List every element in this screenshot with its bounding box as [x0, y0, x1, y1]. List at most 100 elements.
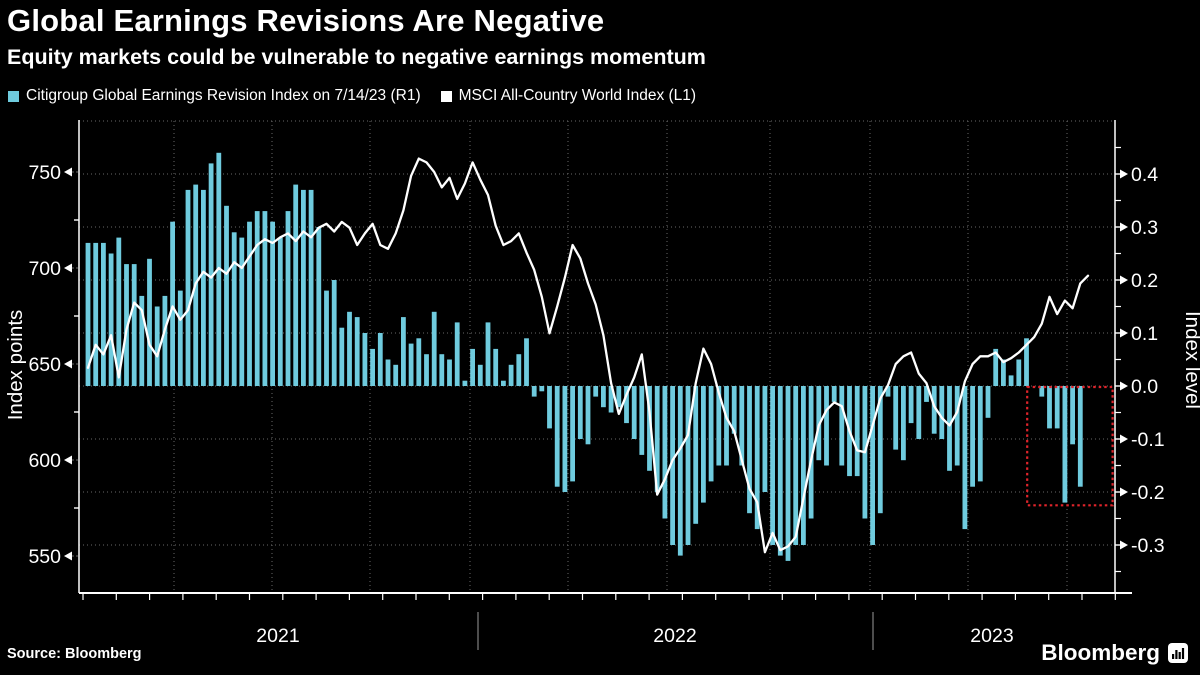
revision-bar	[354, 317, 360, 386]
revision-bar	[654, 386, 660, 492]
right-axis-tick-label: -0.1	[1131, 429, 1165, 451]
revision-bar	[431, 311, 437, 386]
revision-bar	[662, 386, 668, 519]
legend: Citigroup Global Earnings Revision Index…	[8, 87, 696, 105]
revision-bar	[585, 386, 591, 445]
revision-bar	[1016, 359, 1022, 386]
year-label: 2023	[970, 625, 1013, 647]
revision-bar	[224, 205, 229, 386]
right-axis-tick-label: 0.0	[1131, 376, 1158, 398]
bloomberg-chart-logo-icon	[1168, 643, 1188, 663]
revision-bar	[385, 359, 391, 386]
revision-bar	[393, 364, 399, 386]
revision-bar	[208, 163, 214, 386]
revision-bar	[831, 386, 837, 402]
revision-bar	[970, 386, 975, 487]
revision-bar	[631, 386, 637, 439]
legend-swatch-citigroup-icon	[8, 90, 19, 102]
revision-bar	[647, 386, 652, 471]
revision-bar	[85, 242, 91, 386]
revision-bar	[108, 253, 114, 386]
right-axis-tick-label: -0.3	[1131, 535, 1165, 557]
revision-bar	[924, 386, 929, 402]
revision-bar	[947, 386, 952, 471]
revision-bar	[239, 237, 245, 386]
revision-bar	[562, 386, 568, 492]
revision-bar	[524, 338, 529, 386]
revision-bar	[247, 221, 252, 386]
revision-bar	[154, 306, 160, 386]
revision-bar	[339, 327, 345, 386]
revision-bar	[201, 189, 206, 386]
revision-bar	[770, 386, 775, 545]
left-axis-tick-label: 550	[28, 546, 61, 568]
left-tick-arrow-icon	[64, 263, 72, 273]
revision-bar	[1062, 386, 1068, 503]
legend-item-citigroup: Citigroup Global Earnings Revision Index…	[8, 87, 421, 105]
revision-bar	[454, 322, 460, 386]
revision-bar	[508, 364, 514, 386]
revision-bar	[870, 386, 875, 545]
revision-bar	[554, 386, 560, 487]
legend-swatch-msci-icon	[440, 90, 452, 102]
revision-bar	[939, 386, 945, 439]
revision-bar	[677, 386, 683, 556]
revision-bar	[985, 386, 991, 418]
chart-title: Global Earnings Revisions Are Negative	[7, 3, 605, 38]
right-axis-tick-label: -0.2	[1131, 482, 1165, 504]
revision-bar	[270, 221, 275, 386]
revision-bar	[1070, 386, 1075, 445]
revision-bar	[470, 348, 475, 386]
revision-bar	[401, 317, 406, 386]
revision-bar	[308, 189, 314, 386]
revision-bar	[801, 386, 806, 545]
revision-bar	[639, 386, 645, 455]
revision-bar	[370, 348, 375, 386]
right-axis-tick-label: 0.2	[1131, 270, 1158, 292]
revision-bar	[885, 386, 891, 397]
legend-item-msci: MSCI All-Country World Index (L1)	[440, 87, 697, 105]
revision-bar	[377, 333, 383, 386]
source-label: Source: Bloomberg	[7, 646, 142, 662]
revision-bar	[1024, 338, 1029, 386]
revision-bar	[616, 386, 622, 408]
revision-bar	[1001, 359, 1006, 386]
revision-bar	[901, 386, 906, 461]
left-tick-arrow-icon	[64, 167, 72, 177]
revision-bar	[262, 211, 268, 386]
year-label: 2021	[256, 625, 299, 647]
year-label: 2022	[653, 625, 696, 647]
revision-bar	[1054, 386, 1060, 429]
revision-bar	[685, 386, 691, 545]
right-axis-title: Index level	[1181, 311, 1200, 409]
right-axis-tick-label: 0.4	[1131, 164, 1158, 186]
right-tick-arrow-icon	[1120, 328, 1128, 338]
legend-label-msci: MSCI All-Country World Index (L1)	[458, 87, 697, 104]
revision-bar	[839, 386, 845, 466]
revision-bar	[485, 322, 491, 386]
revision-bar	[277, 237, 283, 386]
revision-bar	[301, 189, 306, 386]
revision-bar	[531, 386, 537, 397]
revision-bar	[516, 354, 522, 386]
revision-bar	[139, 295, 145, 386]
revision-bar	[1047, 386, 1052, 429]
highlight-box	[1026, 385, 1114, 507]
revision-bar	[931, 386, 937, 434]
left-axis-tick-label: 650	[28, 354, 61, 376]
left-tick-arrow-icon	[64, 551, 72, 561]
left-tick-arrow-icon	[64, 455, 72, 465]
revision-bars-series	[85, 152, 1083, 561]
revision-bar	[793, 386, 799, 545]
revision-bar	[439, 354, 445, 386]
revision-bar	[808, 386, 814, 519]
revision-bar	[547, 386, 552, 429]
revision-bar	[731, 386, 737, 434]
revision-bar	[231, 232, 237, 386]
revision-bar	[147, 258, 152, 386]
revision-bar	[162, 295, 168, 386]
revision-bar	[131, 264, 137, 386]
revision-bar	[916, 386, 922, 439]
revision-bar	[447, 359, 452, 386]
revision-bar	[124, 264, 129, 386]
